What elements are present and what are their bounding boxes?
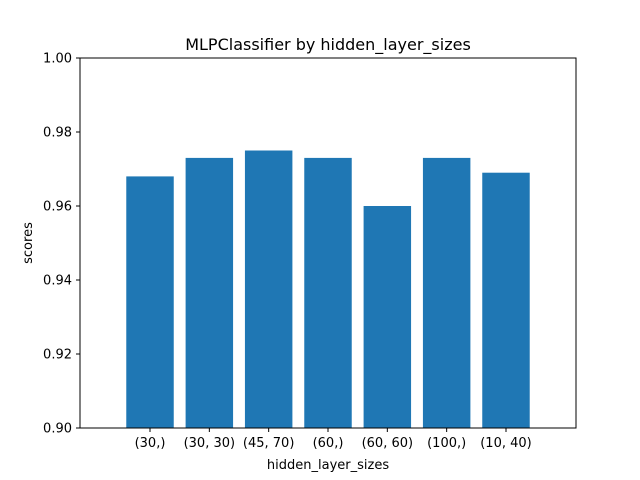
- bar-0: [126, 176, 174, 428]
- y-axis-ticks: 0.90 0.92 0.94 0.96 0.98 1.00: [43, 52, 80, 437]
- y-tick-label-3: 0.96: [43, 200, 72, 215]
- y-axis-label: scores: [21, 222, 36, 264]
- y-tick-label-1: 0.92: [43, 348, 72, 363]
- plot-frame: [79, 57, 577, 429]
- y-tick-label-2: 0.94: [43, 274, 72, 289]
- x-tick-label-4: (60, 60): [362, 436, 414, 451]
- x-axis-label: hidden_layer_sizes: [267, 458, 389, 473]
- x-tick-label-2: (45, 70): [243, 436, 295, 451]
- bar-1: [185, 157, 234, 428]
- chart-title: MLPClassifier by hidden_layer_sizes: [185, 35, 471, 55]
- y-tick-label-5: 1.00: [43, 52, 72, 67]
- y-tick-label-4: 0.98: [43, 126, 72, 141]
- bar-4: [363, 206, 412, 428]
- bar-5: [422, 157, 471, 428]
- bars-group: [126, 150, 530, 428]
- x-axis-ticks: (30,) (30, 30) (45, 70) (60,) (60, 60) (100,)…: [135, 428, 532, 451]
- y-tick-label-0: 0.90: [43, 422, 72, 437]
- x-tick-label-5: (100,): [427, 436, 466, 451]
- x-tick-label-1: (30, 30): [184, 436, 236, 451]
- x-tick-label-0: (30,): [135, 436, 166, 451]
- x-tick-label-6: (10, 40): [480, 436, 532, 451]
- bar-3: [304, 157, 352, 428]
- bar-2: [244, 150, 293, 428]
- x-tick-label-3: (60,): [313, 436, 344, 451]
- bar-6: [482, 172, 530, 428]
